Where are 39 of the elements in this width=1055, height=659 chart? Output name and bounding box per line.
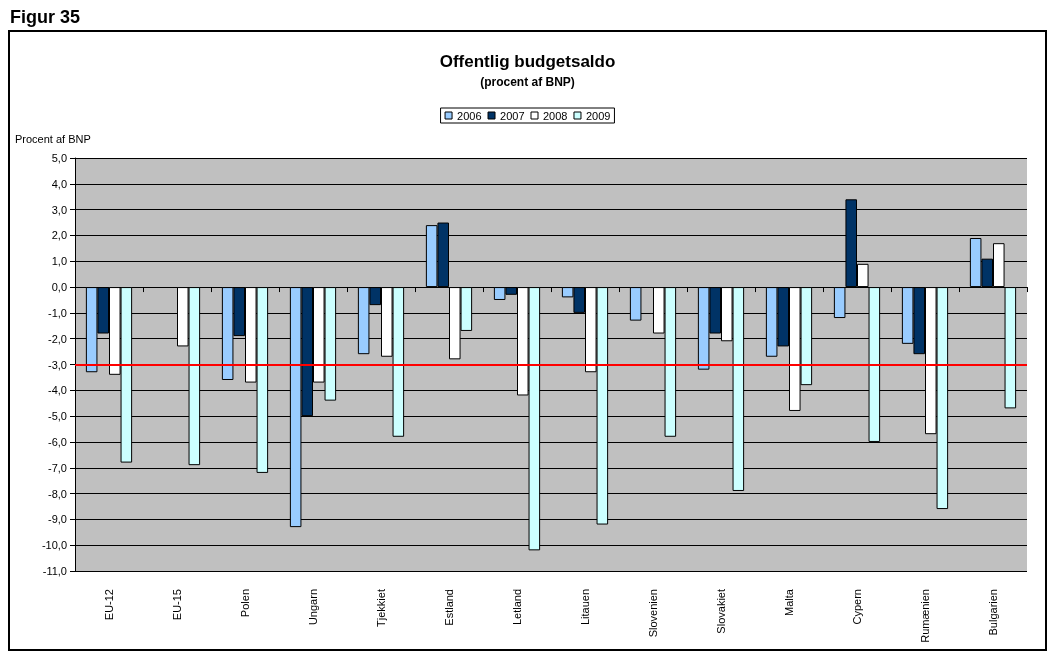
y-tick-label: -4,0 (48, 384, 67, 397)
x-tick-label: Slovenien (647, 589, 659, 638)
y-tick-label: -8,0 (48, 487, 67, 500)
y-tick-label: 3,0 (51, 203, 67, 216)
y-tick-label: 1,0 (51, 255, 67, 268)
x-tick-label: Cypern (851, 589, 863, 625)
x-tick-label: Estland (443, 589, 455, 626)
legend-label: 2007 (500, 109, 525, 122)
text: Figur 35 (10, 7, 81, 27)
y-tick-label: 2,0 (51, 229, 67, 242)
x-tick-label: EU-12 (103, 589, 115, 621)
y-tick-label: -3,0 (48, 358, 67, 371)
y-tick-label: -10,0 (41, 539, 67, 552)
x-tick-label: Slovakiet (715, 589, 727, 634)
x-tick-label: Ungarn (307, 589, 319, 626)
y-tick-label: -5,0 (48, 410, 67, 423)
x-tick-label: Rumænien (919, 589, 931, 643)
y-tick-label: -11,0 (42, 565, 67, 577)
legend-label: 2009 (585, 109, 611, 122)
x-tick-label: Litauen (579, 589, 591, 626)
legend-label: 2008 (543, 109, 568, 122)
x-tick-label: Polen (239, 589, 251, 618)
y-tick-label: -2,0 (48, 332, 67, 345)
y-tick-label: -6,0 (48, 435, 67, 448)
chart-subtitle: (procent af BNP) (480, 75, 575, 89)
x-tick-label: Tjekkiet (375, 589, 387, 627)
x-tick-label: Bulgarien (987, 589, 999, 636)
y-tick-label: 0,0 (51, 281, 67, 294)
y-tick-label: 5,0 (51, 152, 67, 164)
x-tick-label: Malta (783, 588, 795, 616)
x-tick-label: EU-15 (171, 589, 183, 621)
y-axis-title: Procent af BNP (15, 132, 91, 145)
chart-title: Offentlig budgetsaldo (439, 52, 616, 71)
x-tick-label: Letland (511, 589, 523, 626)
legend-label: 2006 (457, 109, 482, 122)
y-tick-label: -9,0 (48, 513, 67, 526)
y-tick-label: 4,0 (51, 177, 67, 190)
y-tick-label: -1,0 (48, 306, 67, 319)
y-tick-label: -7,0 (48, 461, 67, 474)
